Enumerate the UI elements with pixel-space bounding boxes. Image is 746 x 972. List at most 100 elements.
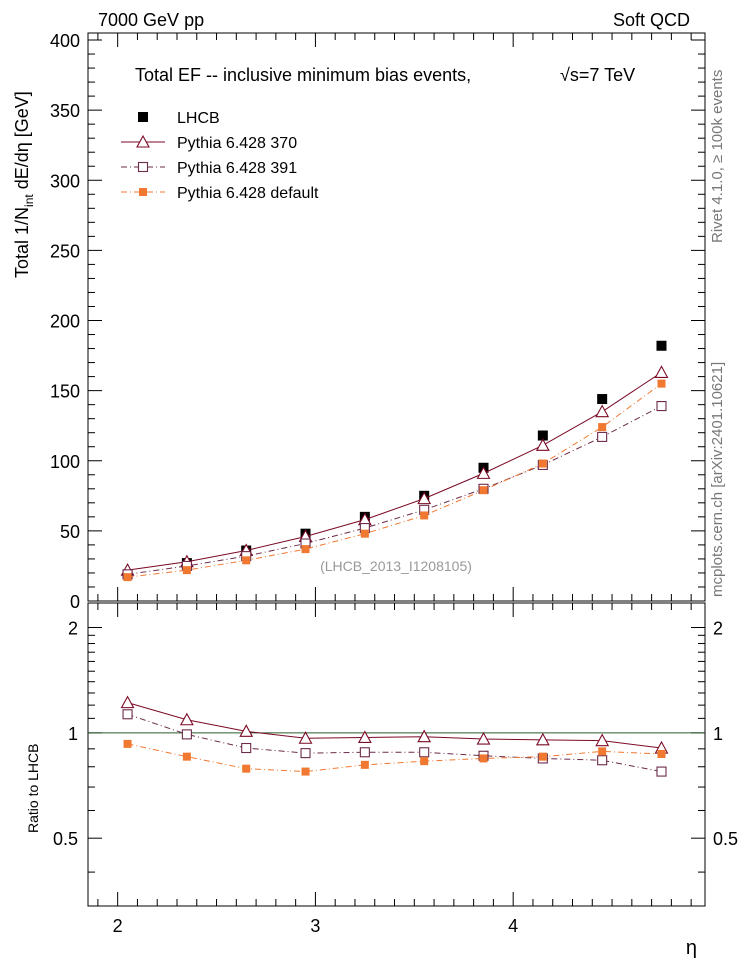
main-axes: 0 50 100 150 200 250 300 350 400 bbox=[50, 31, 705, 612]
ylabel-sub: int bbox=[22, 194, 36, 207]
mc-point bbox=[535, 438, 550, 451]
ratio-point bbox=[598, 747, 607, 756]
ratio-point bbox=[597, 755, 608, 766]
ratio-series-pythia-6-428-391 bbox=[122, 709, 667, 777]
ratio-xtick-label: 2 bbox=[113, 916, 123, 936]
ratio-point bbox=[476, 731, 491, 745]
ratio-point bbox=[595, 733, 610, 747]
mc-point bbox=[242, 556, 251, 565]
mc-point bbox=[657, 379, 666, 388]
mc-point bbox=[420, 511, 429, 520]
mc-point bbox=[595, 404, 610, 418]
ratio-ytick-label: 2 bbox=[68, 619, 78, 639]
ratio-line bbox=[127, 702, 662, 749]
ratio-point bbox=[479, 754, 488, 763]
main-ytick-label: 200 bbox=[50, 312, 80, 332]
mc-point bbox=[123, 573, 132, 582]
main-series bbox=[120, 340, 669, 582]
ratio-series-pythia-6-428-370 bbox=[120, 695, 669, 754]
legend-label: Pythia 6.428 391 bbox=[177, 160, 297, 177]
mc-point bbox=[301, 545, 310, 554]
legend-label: Pythia 6.428 370 bbox=[177, 135, 297, 152]
data-point bbox=[537, 430, 548, 441]
header-left: 7000 GeV pp bbox=[98, 10, 204, 30]
x-axis-label: η bbox=[686, 937, 697, 959]
legend-label: Pythia 6.428 default bbox=[177, 185, 319, 202]
ratio-ytick-label-right: 0.5 bbox=[713, 829, 738, 849]
ratio-point bbox=[242, 764, 251, 773]
series-pythia-6-428-391 bbox=[122, 401, 667, 580]
ratio-point bbox=[417, 729, 432, 743]
mc-point bbox=[476, 466, 491, 479]
main-ytick-label: 0 bbox=[70, 592, 80, 612]
main-ytick-label: 400 bbox=[50, 31, 80, 51]
series-line bbox=[127, 383, 662, 578]
legend-marker bbox=[139, 188, 147, 196]
ratio-point bbox=[656, 766, 667, 777]
main-ytick-label: 300 bbox=[50, 171, 80, 191]
ratio-ytick-label-right: 2 bbox=[713, 619, 723, 639]
ratio-point bbox=[241, 742, 252, 754]
ratio-point bbox=[182, 752, 191, 761]
ratio-point bbox=[357, 730, 372, 744]
legend-marker bbox=[138, 112, 148, 122]
main-ytick-label: 150 bbox=[50, 382, 80, 402]
mcplots-label: mcplots.cern.ch [arXiv:2401.10621] bbox=[709, 362, 726, 597]
ratio-ylabel: Ratio to LHCB bbox=[25, 744, 41, 833]
ratio-point bbox=[535, 732, 550, 746]
series-lhcb bbox=[122, 340, 667, 580]
mc-point bbox=[538, 459, 547, 468]
ratio-series bbox=[120, 695, 669, 777]
ratio-point bbox=[298, 731, 313, 744]
legend: LHCB Pythia 6.428 370 Pythia 6.428 391 Pyth… bbox=[121, 110, 319, 202]
header-right: Soft QCD bbox=[613, 10, 690, 30]
series-line bbox=[127, 405, 662, 575]
mc-point bbox=[654, 365, 669, 378]
series-pythia-6-428-370 bbox=[120, 365, 669, 576]
mc-point bbox=[479, 486, 488, 495]
data-point bbox=[656, 340, 667, 351]
ratio-point bbox=[300, 748, 311, 759]
ratio-point bbox=[419, 747, 430, 758]
ratio-point bbox=[360, 760, 369, 769]
mc-point bbox=[417, 491, 432, 505]
ratio-point bbox=[657, 750, 666, 759]
mc-point bbox=[597, 431, 608, 442]
mc-point bbox=[360, 529, 369, 538]
ylabel-tail: dE/dη [GeV] bbox=[12, 91, 32, 194]
ratio-line bbox=[127, 713, 662, 773]
ylabel-main: Total 1/N bbox=[12, 207, 32, 278]
ratio-point bbox=[120, 695, 135, 709]
ratio-line bbox=[127, 743, 662, 773]
ratio-xtick-label: 4 bbox=[508, 916, 518, 936]
legend-marker bbox=[136, 134, 150, 148]
ratio-point bbox=[122, 709, 133, 720]
data-point bbox=[597, 394, 608, 405]
legend-marker bbox=[137, 161, 149, 173]
main-ytick-label: 50 bbox=[60, 522, 80, 542]
ratio-ytick-label: 1 bbox=[68, 724, 78, 744]
ratio-ytick-label: 0.5 bbox=[53, 829, 78, 849]
series-pythia-6-428-default bbox=[123, 379, 666, 582]
mc-point bbox=[656, 401, 667, 412]
main-frame bbox=[87, 32, 706, 602]
ratio-series-pythia-6-428-default bbox=[123, 739, 666, 776]
main-ytick-label: 350 bbox=[50, 101, 80, 121]
ratio-ytick-label-right: 1 bbox=[713, 724, 723, 744]
legend-label: LHCB bbox=[177, 110, 220, 127]
series-line bbox=[127, 371, 662, 571]
mc-point bbox=[182, 566, 191, 575]
ratio-point bbox=[359, 747, 370, 758]
ratio-point bbox=[181, 729, 192, 740]
ratio-point bbox=[420, 757, 429, 766]
main-ytick-label: 250 bbox=[50, 241, 80, 261]
ratio-point bbox=[179, 712, 194, 726]
ratio-point bbox=[123, 739, 132, 748]
ratio-axes: 2 3 4 0.5 0.5 1 1 2 2 bbox=[53, 603, 738, 936]
ratio-frame bbox=[87, 602, 706, 907]
ratio-point bbox=[301, 767, 310, 776]
chart-title-energy: √s=7 TeV bbox=[560, 65, 635, 85]
chart-title: Total EF -- inclusive minimum bias event… bbox=[135, 65, 471, 85]
main-ylabel: Total 1/Nint dE/dη [GeV] bbox=[12, 91, 36, 278]
